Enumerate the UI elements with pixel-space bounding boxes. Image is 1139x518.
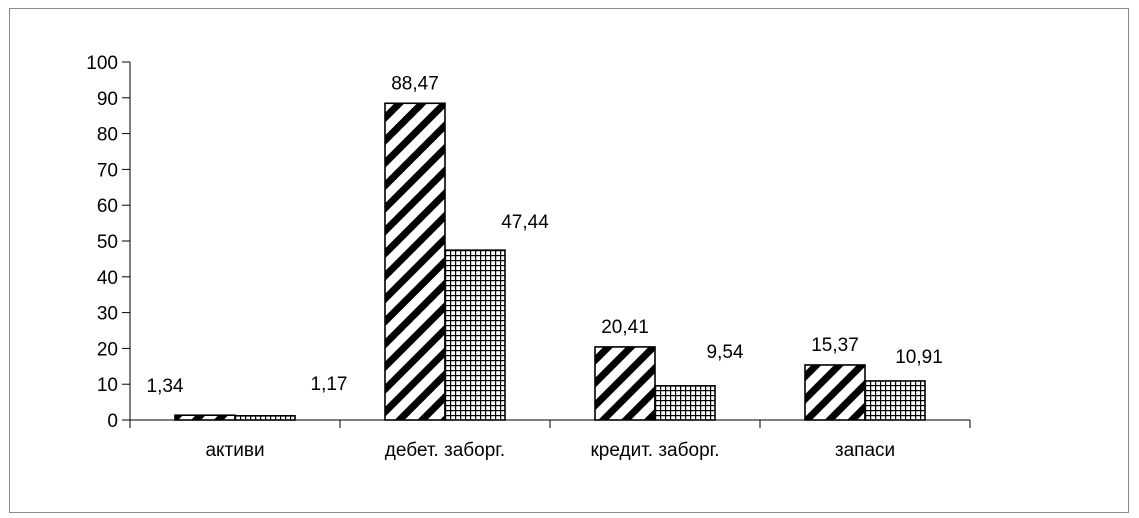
data-label-0-1: 1,17 — [311, 374, 348, 395]
y-tick-label: 0 — [107, 411, 118, 432]
y-tick-label: 30 — [97, 304, 118, 325]
bars — [174, 102, 926, 421]
data-label-3-0: 15,37 — [811, 335, 859, 356]
bar-3-1 — [864, 380, 926, 421]
data-label-1-1: 47,44 — [501, 212, 549, 233]
y-axis-ticks: 0 10 20 30 40 50 60 70 80 90 100 — [86, 53, 130, 432]
data-label-3-1: 10,91 — [895, 347, 943, 368]
bar-1-1 — [444, 249, 506, 421]
y-tick-label: 10 — [97, 375, 118, 396]
category-label: активи — [205, 440, 264, 461]
bar-0-1 — [234, 415, 296, 421]
category-label: запаси — [835, 440, 895, 461]
labels: 1,34 1,17 активи 88,47 47,44 дебет. заборг. 20… — [147, 73, 943, 461]
data-label-2-0: 20,41 — [601, 317, 649, 338]
axes — [129, 62, 971, 428]
y-tick-label: 90 — [97, 89, 118, 110]
y-tick-label: 80 — [97, 125, 118, 146]
bar-2-0 — [594, 346, 656, 421]
y-tick-label: 20 — [97, 339, 118, 360]
y-tick-label: 70 — [97, 160, 118, 181]
y-tick-label: 40 — [97, 268, 118, 289]
data-label-0-0: 1,34 — [147, 376, 184, 397]
data-label-1-0: 88,47 — [391, 73, 439, 94]
data-label-2-1: 9,54 — [707, 342, 744, 363]
y-tick-label: 100 — [86, 53, 118, 74]
bar-1-0 — [384, 102, 446, 421]
chart-frame — [9, 8, 1129, 513]
bar-2-1 — [654, 385, 716, 421]
category-label: кредит. заборг. — [590, 440, 719, 461]
bar-3-0 — [804, 364, 866, 421]
category-label: дебет. заборг. — [385, 440, 505, 461]
bar-0-0 — [174, 414, 236, 421]
y-tick-label: 50 — [97, 232, 118, 253]
y-tick-label: 60 — [97, 196, 118, 217]
